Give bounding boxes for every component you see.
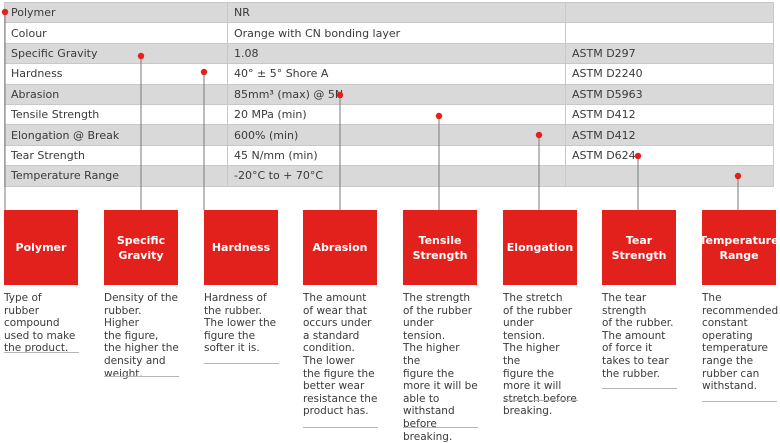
cell-property: Temperature Range <box>4 165 228 187</box>
cell-value: 45 N/mm (min) <box>227 144 566 167</box>
description-underline <box>602 388 677 389</box>
description-underline <box>403 427 478 428</box>
property-description: Density of the rubber. Higher the figure… <box>104 292 179 380</box>
property-card: Hardness <box>204 210 278 285</box>
table-row: Temperature Range -20°C to + 70°C <box>4 165 774 187</box>
cell-standard <box>565 22 774 44</box>
table-row: Tear Strength 45 N/mm (min) ASTM D624 <box>4 144 774 167</box>
cell-value: 1.08 <box>227 42 566 65</box>
description-underline <box>702 401 777 402</box>
property-card: Tensile Strength <box>403 210 477 285</box>
cell-standard: ASTM D624 <box>565 144 774 167</box>
table-row: Colour Orange with CN bonding layer <box>4 22 774 44</box>
property-card-title: Temperature Range <box>699 233 779 262</box>
description-underline <box>104 376 179 377</box>
table-row: Elongation @ Break 600% (min) ASTM D412 <box>4 124 774 146</box>
property-description: The strength of the rubber under tension… <box>403 292 478 443</box>
property-card: Abrasion <box>303 210 377 285</box>
table-row: Tensile Strength 20 MPa (min) ASTM D412 <box>4 103 774 126</box>
table-row: Hardness 40° ± 5° Shore A ASTM D2240 <box>4 63 774 85</box>
property-card: Elongation <box>503 210 577 285</box>
property-card-title: Polymer <box>15 241 67 254</box>
cell-property: Tear Strength <box>4 144 228 167</box>
table-row: Abrasion 85mm³ (max) @ 5N ASTM D5963 <box>4 83 774 105</box>
property-description: Type of rubber compound used to make the… <box>4 292 76 355</box>
cell-value: 20 MPa (min) <box>227 103 566 126</box>
cell-standard: ASTM D297 <box>565 42 774 65</box>
property-description: The amount of wear that occurs under a s… <box>303 292 378 418</box>
table-row: Specific Gravity 1.08 ASTM D297 <box>4 42 774 65</box>
property-card-title: Tear Strength <box>611 233 667 262</box>
cell-property: Elongation @ Break <box>4 124 228 146</box>
cell-value: 600% (min) <box>227 124 566 146</box>
description-underline <box>303 427 378 428</box>
cell-value: -20°C to + 70°C <box>227 165 566 187</box>
property-card-title: Specific Gravity <box>116 233 166 262</box>
property-description: The tear strength of the rubber. The amo… <box>602 292 674 380</box>
property-card-title: Elongation <box>506 241 574 254</box>
description-underline <box>503 400 578 401</box>
cell-property: Colour <box>4 22 228 44</box>
property-card: Polymer <box>4 210 78 285</box>
cell-standard: ASTM D5963 <box>565 83 774 105</box>
cell-property: Specific Gravity <box>4 42 228 65</box>
property-description: The stretch of the rubber under tension.… <box>503 292 577 418</box>
cell-standard: ASTM D412 <box>565 103 774 126</box>
property-card: Specific Gravity <box>104 210 178 285</box>
cell-property: Hardness <box>4 63 228 85</box>
cell-property: Polymer <box>4 1 228 24</box>
cell-property: Tensile Strength <box>4 103 228 126</box>
property-card: Temperature Range <box>699 210 779 285</box>
cell-value: NR <box>227 1 566 24</box>
description-underline <box>204 363 279 364</box>
property-description: The recommended constant operating tempe… <box>702 292 779 393</box>
cell-value: 40° ± 5° Shore A <box>227 63 566 85</box>
property-card: Tear Strength <box>602 210 676 285</box>
cell-value: 85mm³ (max) @ 5N <box>227 83 566 105</box>
cell-property: Abrasion <box>4 83 228 105</box>
specification-table: Polymer NR Colour Orange with CN bonding la… <box>4 1 774 187</box>
cell-standard: ASTM D2240 <box>565 63 774 85</box>
property-card-title: Abrasion <box>312 241 368 254</box>
cell-standard <box>565 165 774 187</box>
property-card-title: Tensile Strength <box>412 233 468 262</box>
description-underline <box>4 352 79 353</box>
cell-value: Orange with CN bonding layer <box>227 22 566 44</box>
cell-standard <box>565 1 774 24</box>
property-card-title: Hardness <box>211 241 271 254</box>
property-description: Hardness of the rubber. The lower the fi… <box>204 292 277 355</box>
table-row: Polymer NR <box>4 1 774 24</box>
cell-standard: ASTM D412 <box>565 124 774 146</box>
